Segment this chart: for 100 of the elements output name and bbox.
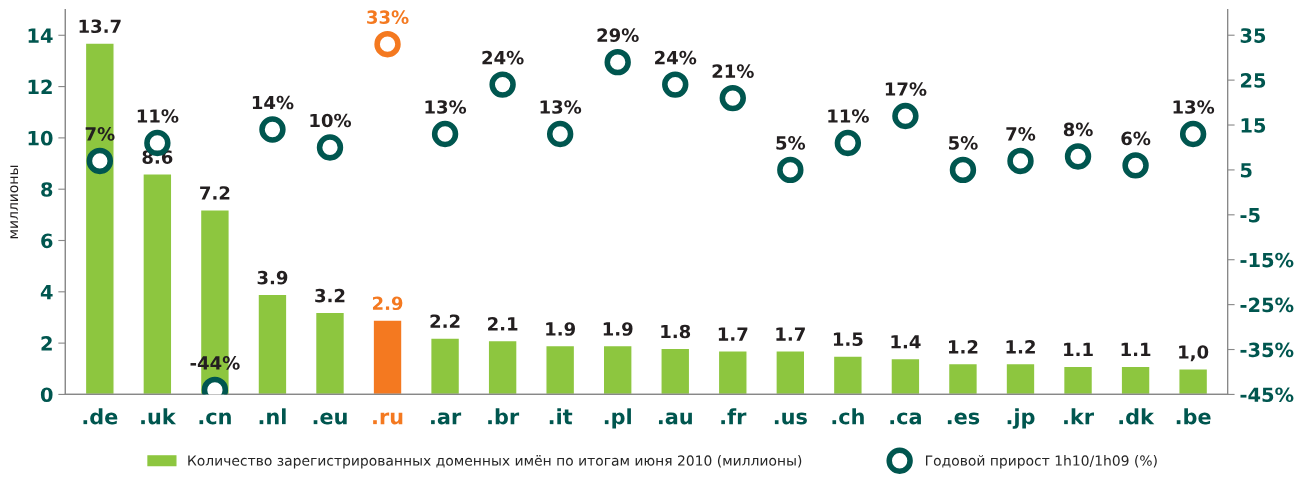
point <box>1064 143 1092 170</box>
x-tick-label: .uk <box>141 408 177 425</box>
x-tick-label: .nl <box>259 408 286 425</box>
point <box>604 48 631 76</box>
data-label: 1.1 <box>1121 342 1151 357</box>
data-label: 1,0 <box>1179 345 1209 362</box>
y2-tick-label: -25% <box>1240 297 1294 313</box>
bar <box>1120 365 1151 395</box>
point <box>719 84 746 112</box>
point <box>86 147 114 175</box>
point <box>1179 120 1207 148</box>
x-tick-label: .dk <box>1119 408 1155 425</box>
bar <box>602 344 633 395</box>
data-label: 24% <box>482 50 524 65</box>
y2-tick-label: 15 <box>1241 118 1266 133</box>
data-label: 10% <box>310 113 352 128</box>
data-label: 13% <box>425 100 467 114</box>
y-tick-label: 12 <box>28 79 52 94</box>
data-label: 17% <box>885 82 927 96</box>
x-tick-label: .ar <box>431 412 462 425</box>
point <box>892 102 919 130</box>
point <box>546 120 574 148</box>
data-label: 1.2 <box>948 340 978 354</box>
data-label: 2.9 <box>372 296 403 311</box>
data-label: 7% <box>1006 127 1036 141</box>
bar <box>1005 362 1036 395</box>
data-label: 1.1 <box>1064 342 1093 357</box>
bar <box>832 355 863 395</box>
data-label: 11% <box>137 109 179 123</box>
y-tick-label: 0 <box>40 387 53 403</box>
bar <box>545 344 576 395</box>
y-tick-label: 4 <box>40 285 53 300</box>
bar <box>84 42 115 395</box>
data-label: 1.9 <box>603 322 633 336</box>
bar <box>142 173 173 395</box>
point <box>374 31 401 58</box>
data-label: 21% <box>712 64 754 78</box>
y2-tick-label: 25 <box>1240 73 1266 88</box>
x-tick-label: .fr <box>721 408 747 425</box>
y-tick-label: 14 <box>28 28 53 43</box>
data-label: 1.7 <box>718 327 748 341</box>
x-tick-label: .eu <box>313 412 347 425</box>
bar <box>660 347 691 395</box>
data-label: 24% <box>655 50 697 65</box>
x-tick-label: .au <box>658 412 692 425</box>
y2-tick-label: -15% <box>1240 252 1294 268</box>
data-label: 1.4 <box>891 335 921 349</box>
bar <box>947 362 979 395</box>
x-tick-label: .ru <box>373 412 403 425</box>
data-label: 33% <box>367 10 409 25</box>
y2-tick-label: -35% <box>1240 342 1294 358</box>
x-tick-label: .it <box>549 408 573 425</box>
data-label: 5% <box>776 136 806 150</box>
data-label: 13% <box>1173 100 1215 114</box>
y-tick-label: 2 <box>41 336 52 351</box>
point <box>1122 152 1149 179</box>
x-tick-label: .pl <box>604 408 631 429</box>
x-tick-label: .es <box>947 412 980 425</box>
x-tick-label: .us <box>774 412 807 425</box>
x-tick-label: .be <box>1176 408 1211 425</box>
y2-tick-label: -45% <box>1240 387 1294 403</box>
bar <box>775 350 806 395</box>
point <box>259 116 286 143</box>
bar <box>257 293 288 395</box>
y2-tick-label: 35 <box>1240 28 1266 43</box>
x-tick-label: .ca <box>890 412 921 425</box>
point <box>1007 147 1034 175</box>
bar <box>717 350 748 395</box>
x-tick-label: .br <box>488 408 520 425</box>
data-label: 11% <box>828 109 869 123</box>
data-label: 14% <box>252 95 294 110</box>
point <box>949 156 977 184</box>
point <box>662 71 689 98</box>
bar <box>372 319 403 395</box>
x-tick-label: .ch <box>832 408 864 425</box>
x-tick-label: .de <box>83 408 118 425</box>
data-label: 8% <box>1063 122 1093 137</box>
bar <box>1062 365 1094 395</box>
data-label: 2.2 <box>430 314 460 328</box>
y2-tick-label: -5 <box>1240 208 1260 223</box>
y2-tick-label: 5 <box>1240 163 1252 178</box>
bar <box>890 357 921 395</box>
legend-label: Количество зарегистрированных доменных имён по итогам июня 2010 (миллионы) <box>188 455 802 469</box>
x-tick-label: .cn <box>199 412 231 425</box>
data-label: 6% <box>1121 131 1151 146</box>
data-label: 1.8 <box>661 324 691 339</box>
bar <box>1178 368 1209 395</box>
y-axis-title: миллионы <box>10 165 19 239</box>
data-label: 3.9 <box>257 270 288 285</box>
data-label: 1.2 <box>1006 340 1035 354</box>
point <box>431 120 459 148</box>
data-label: 1.7 <box>776 327 805 341</box>
data-label: 5% <box>949 136 978 150</box>
point <box>316 134 344 161</box>
data-label: 2.1 <box>488 316 518 331</box>
bar <box>429 337 461 395</box>
x-tick-label: .jp <box>1007 408 1035 429</box>
x-tick-label: .kr <box>1064 408 1094 425</box>
legend-label: Годовой прирост 1h10/1h09 (%) <box>926 455 1157 469</box>
data-label: 13.7 <box>79 19 121 34</box>
